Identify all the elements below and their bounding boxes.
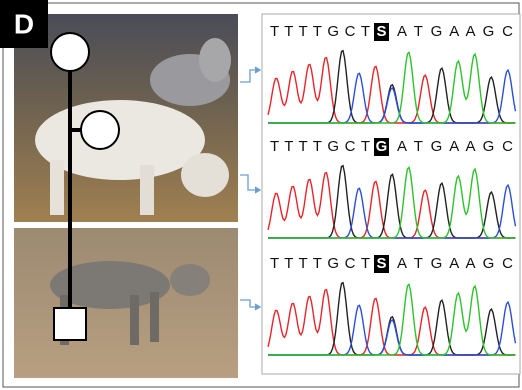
sequence-before: T T T T G C T <box>270 23 370 40</box>
sequence-highlight: G <box>376 138 388 155</box>
figure-panel: D T T T T G C T S A T G A A G C T T T T G C… <box>0 0 522 390</box>
sequence-highlight: S <box>376 23 386 40</box>
sequence-after: A T G A A G C <box>397 23 513 40</box>
photo-offspring <box>14 228 238 378</box>
panel-label: D <box>14 8 34 39</box>
sequence-after: A T G A A G C <box>397 138 513 155</box>
sequence-highlight: S <box>376 255 386 272</box>
sequence-after: A T G A A G C <box>397 255 513 272</box>
sequence-before: T T T T G C T <box>270 138 370 155</box>
sequence-before: T T T T G C T <box>270 255 370 272</box>
